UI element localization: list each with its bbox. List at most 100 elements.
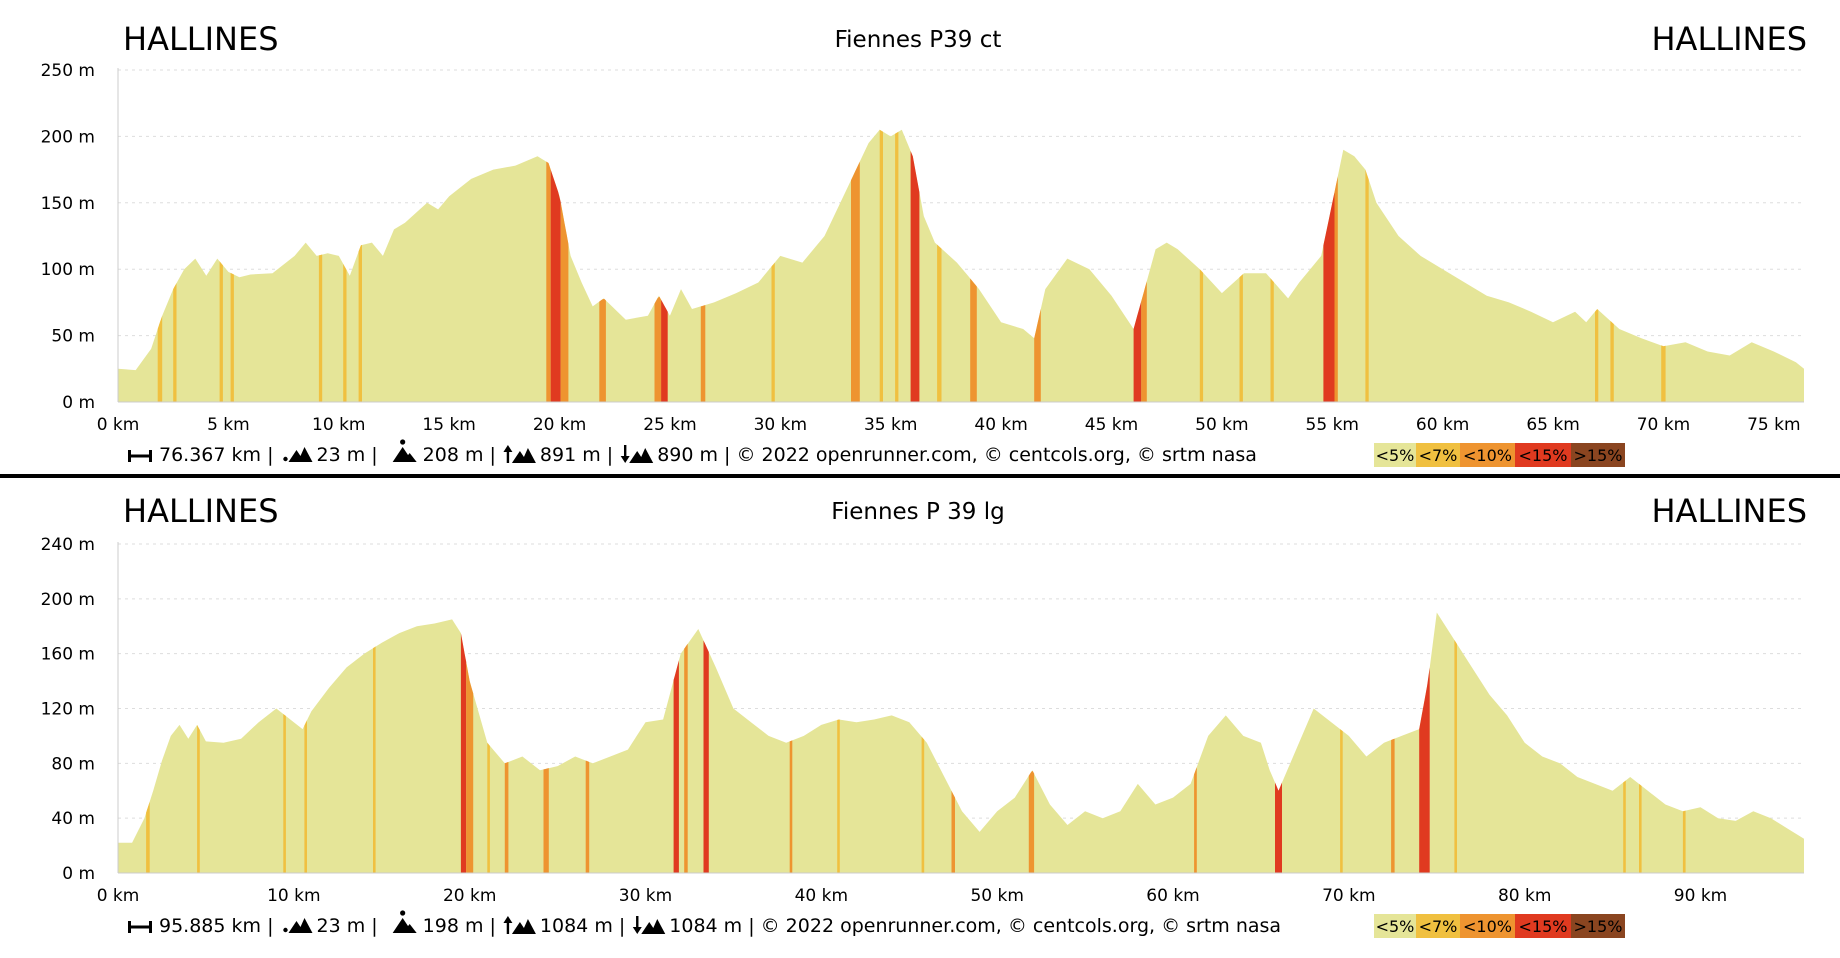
gradient-segment [1623, 780, 1626, 873]
gradient-segment [1270, 278, 1274, 402]
y-tick-label: 100 m [41, 260, 95, 280]
gradient-segment [304, 720, 307, 873]
gradient-segment [1028, 771, 1035, 873]
elevation-chart-short: HALLINES HALLINES Fiennes P39 ct 0 m 50 m 100… [41, 20, 1807, 467]
x-tick-label: 50 km [1195, 415, 1248, 435]
gradient-segment [157, 315, 163, 402]
x-tick-label: 80 km [1498, 886, 1551, 906]
gradient-segment [504, 762, 509, 873]
gradient-segment [373, 646, 376, 873]
legend-swatch [1571, 914, 1625, 938]
gradient-segment [283, 714, 286, 873]
y-tick-label: 150 m [41, 194, 95, 214]
y-tick-label: 0 m [62, 864, 95, 884]
stats-descent-credits: 1084 m | © 2022 openrunner.com, © centco… [669, 915, 1281, 937]
gradient-segment [910, 151, 920, 402]
x-tick-label: 55 km [1306, 415, 1359, 435]
x-tick-label: 60 km [1416, 415, 1469, 435]
x-tick-label: 75 km [1747, 415, 1800, 435]
y-tick-label: 40 m [51, 809, 95, 829]
x-tick-label: 50 km [970, 886, 1023, 906]
y-tick-label: 200 m [41, 590, 95, 610]
gradient-segment [937, 244, 942, 402]
elevation-chart-long: HALLINES HALLINES Fiennes P 39 lg 0 m 40 m 80… [41, 492, 1807, 938]
stats-distance: 95.885 km | [159, 915, 273, 937]
gradient-segment [1141, 281, 1147, 402]
gradient-segment [1323, 192, 1335, 402]
gradient-segment [789, 740, 793, 873]
gradient-segment [543, 768, 549, 873]
x-tick-label: 40 km [795, 886, 848, 906]
legend-label: <5% [1376, 917, 1415, 936]
gradient-segment [460, 633, 467, 873]
x-tick-label: 70 km [1322, 886, 1375, 906]
legend-swatch [1515, 914, 1571, 938]
gradient-segment [560, 202, 569, 402]
gradient-segment [1334, 176, 1338, 402]
gradient-segment [466, 661, 474, 873]
x-tick-label: 5 km [207, 415, 250, 435]
gradient-segment [318, 254, 323, 402]
gradient-segment [684, 643, 688, 873]
x-tick-label: 15 km [422, 415, 475, 435]
gradient-segment [1034, 308, 1041, 402]
gradient-segment [700, 305, 706, 402]
stats-min-altitude: 23 m | [316, 915, 377, 937]
gradient-segment [173, 283, 177, 402]
legend-label: <15% [1519, 917, 1568, 936]
legend-label: <5% [1376, 446, 1415, 465]
legend-label: <7% [1419, 917, 1458, 936]
legend-label: <15% [1519, 446, 1568, 465]
gradient-segment [703, 640, 709, 873]
x-tick-label: 35 km [864, 415, 917, 435]
profile-panel-long: HALLINES HALLINES Fiennes P 39 lg 0 m 40 m 80… [0, 472, 1840, 944]
gradient-segment [599, 298, 606, 402]
start-place-label: HALLINES [123, 20, 279, 58]
gradient-segment [146, 801, 150, 873]
stats-min-altitude: 23 m | [316, 444, 377, 466]
legend-swatch [1460, 443, 1515, 467]
legend-swatch [1374, 443, 1416, 467]
gradient-segment [673, 660, 679, 873]
gradient-segment [1340, 729, 1343, 873]
x-tick-label: 0 km [97, 415, 140, 435]
x-tick-label: 0 km [97, 886, 140, 906]
y-tick-label: 160 m [41, 645, 95, 665]
gradient-segment [661, 299, 668, 402]
end-place-label: HALLINES [1651, 492, 1807, 530]
gradient-segment [550, 169, 561, 402]
gradient-segment [219, 261, 223, 402]
start-place-label: HALLINES [123, 492, 279, 530]
gradient-segment [1419, 667, 1430, 873]
x-tick-label: 25 km [643, 415, 696, 435]
stats-ascent: 891 m | [540, 444, 613, 466]
x-tick-label: 30 km [754, 415, 807, 435]
y-tick-label: 120 m [41, 700, 95, 720]
gradient-segment [585, 760, 590, 873]
gradient-segment [837, 719, 840, 873]
gradient-segment [487, 742, 490, 873]
elevation-profile-area [118, 612, 1804, 873]
gradient-segment [771, 262, 775, 402]
gradient-segment [921, 736, 925, 873]
stats-distance: 76.367 km | [159, 444, 273, 466]
gradient-segment [1639, 783, 1642, 873]
gradient-segment [1391, 738, 1395, 873]
legend-label: <10% [1463, 446, 1512, 465]
gradient-segment [1454, 640, 1457, 873]
y-tick-label: 250 m [41, 61, 95, 81]
x-tick-label: 40 km [974, 415, 1027, 435]
legend-label: <7% [1419, 446, 1458, 465]
stats-line: 76.367 km | 23 m | 208 m | 891 m | 890 m | ©… [128, 439, 1257, 466]
gradient-segment [951, 790, 955, 873]
legend-label: <10% [1463, 917, 1512, 936]
gradient-segment [879, 129, 883, 403]
stats-max-altitude: 208 m | [423, 444, 496, 466]
gradient-segment [851, 161, 860, 402]
x-tick-label: 10 km [312, 415, 365, 435]
x-tick-label: 10 km [267, 886, 320, 906]
x-tick-label: 65 km [1526, 415, 1579, 435]
chart-title: Fiennes P39 ct [835, 27, 1002, 53]
y-tick-label: 0 m [62, 393, 95, 413]
x-tick-label: 20 km [443, 886, 496, 906]
